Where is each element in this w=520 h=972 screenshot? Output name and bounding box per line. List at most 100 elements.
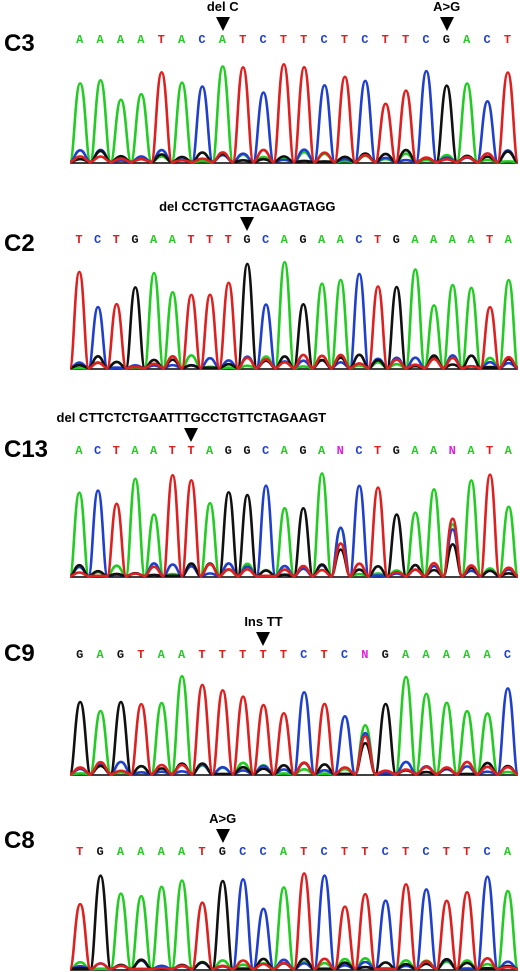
trace-t [70,270,518,370]
base-call: C [300,648,308,662]
base-call: T [259,648,267,662]
base-call: T [320,648,328,662]
base-call: C [320,845,328,859]
base-call: A [463,648,471,662]
chromatogram-trace [70,472,518,578]
base-call: C [262,233,270,247]
base-call: T [198,648,206,662]
base-call: C [503,648,512,662]
base-call: A [116,845,125,859]
mutation-label: A>G [209,811,237,826]
mutation-arrow-icon [215,829,230,843]
base-call: A [96,648,104,662]
base-call: T [137,648,145,662]
base-call: G [218,845,226,859]
base-call: C [239,845,247,859]
base-call: T [300,33,308,47]
base-call: T [187,444,195,458]
base-call: A [442,648,450,662]
mutation-arrow-icon [184,428,199,442]
chromatogram-trace [70,63,518,164]
base-call: A [178,845,186,859]
base-call: C [340,648,349,662]
base-call: A [430,233,438,247]
mutation-label: A>G [433,0,461,14]
mutation-label: del CTTCTCTGAATTTGCCTGTTCTAGAAGT [56,410,327,425]
base-call: A [157,845,165,859]
base-call: C [262,444,270,458]
base-call: A [218,33,226,47]
base-call: A [411,233,419,247]
base-call: T [224,233,232,247]
base-call: T [206,233,214,247]
base-call: A [467,444,475,458]
base-call: T [381,33,389,47]
base-call: A [150,233,158,247]
base-call: G [243,233,251,247]
panel-label: C13 [4,436,49,463]
base-call: T [112,233,120,247]
base-call: C [355,444,363,458]
base-call: T [76,845,84,859]
base-call: A [318,233,326,247]
base-call: T [300,845,308,859]
base-call: A [150,444,158,458]
panel-label: C2 [4,230,35,257]
base-call: T [168,444,176,458]
mutation-label: Ins TT [244,614,283,629]
trace-a [70,65,518,164]
base-call: C [422,33,430,47]
base-call: C [381,845,389,859]
base-call: G [392,233,400,247]
base-call: A [411,444,419,458]
base-call: A [157,648,165,662]
trace-g [70,262,518,370]
base-call: T [503,33,512,47]
base-call: C [259,33,267,47]
base-call: A [178,648,186,662]
panel-label: C3 [4,30,35,57]
base-call: T [402,33,410,47]
base-call: A [422,648,430,662]
base-call: T [279,33,288,47]
base-call: G [299,233,307,247]
base-call: C [483,845,491,859]
mutation-arrow-icon [439,17,454,31]
base-call: A [280,233,288,247]
base-call: A [116,33,125,47]
base-call: A [448,233,456,247]
base-call: A [76,33,84,47]
base-call: A [318,444,326,458]
base-call: G [131,233,139,247]
base-call: A [137,33,145,47]
base-call: T [463,845,471,859]
base-call: A [336,233,344,247]
base-call: C [94,444,102,458]
trace-a [70,260,518,370]
trace-c [70,484,518,578]
base-call: G [442,33,450,47]
base-call: T [157,33,165,47]
base-call: A [504,233,512,247]
base-call: T [486,444,494,458]
base-call: T [279,648,288,662]
base-call: C [483,33,491,47]
base-call: G [381,648,389,662]
base-call: A [463,33,471,47]
base-call: A [467,233,475,247]
base-call: T [361,845,369,859]
base-call: A [137,845,145,859]
base-call: G [224,444,232,458]
base-call: C [94,233,102,247]
base-call: C [422,845,430,859]
mutation-label: del CCTGTTCTAGAAGTAGG [159,199,336,214]
base-call: T [112,444,120,458]
base-call: T [340,845,349,859]
base-call: G [116,648,125,662]
base-call: G [76,648,84,662]
base-call: G [243,444,251,458]
base-call: T [374,233,382,247]
